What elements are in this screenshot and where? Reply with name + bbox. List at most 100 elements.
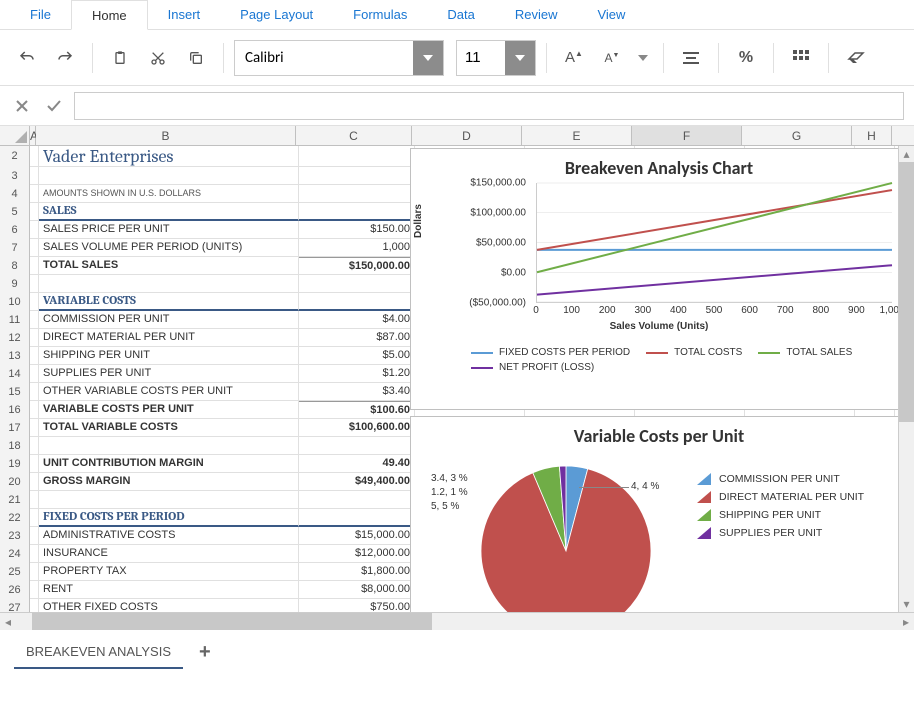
decrease-font-button[interactable]: A▼ [595, 41, 629, 75]
cell[interactable] [30, 581, 39, 599]
cell[interactable]: $150,000.00 [299, 257, 415, 275]
column-header[interactable]: H [852, 126, 892, 145]
vscroll-thumb[interactable] [899, 162, 914, 422]
cell[interactable] [30, 221, 39, 239]
cell[interactable]: SALES [39, 203, 299, 221]
column-header[interactable]: F [632, 126, 742, 145]
cell[interactable] [30, 203, 39, 221]
cell[interactable] [30, 491, 39, 509]
cell[interactable]: $87.00 [299, 329, 415, 347]
cell[interactable]: $4.00 [299, 311, 415, 329]
breakeven-line-chart[interactable]: Breakeven Analysis Chart Dollars $150,00… [410, 148, 908, 410]
ribbon-tab-file[interactable]: File [10, 0, 71, 29]
cell[interactable] [30, 311, 39, 329]
cell[interactable]: TOTAL VARIABLE COSTS [39, 419, 299, 437]
row-header[interactable]: 9 [0, 275, 29, 293]
cell[interactable]: $100.60 [299, 401, 415, 419]
column-header[interactable]: D [412, 126, 522, 145]
cell[interactable] [30, 146, 39, 167]
cell[interactable] [299, 491, 415, 509]
align-button[interactable] [674, 41, 708, 75]
row-header[interactable]: 18 [0, 437, 29, 455]
cell[interactable] [299, 437, 415, 455]
cell[interactable] [30, 293, 39, 311]
cut-button[interactable] [141, 41, 175, 75]
cell[interactable]: $1.20 [299, 365, 415, 383]
ribbon-tab-page-layout[interactable]: Page Layout [220, 0, 333, 29]
cell[interactable] [30, 437, 39, 455]
cell[interactable] [30, 275, 39, 293]
cell[interactable]: $3.40 [299, 383, 415, 401]
column-header[interactable]: G [742, 126, 852, 145]
cell[interactable]: ADMINISTRATIVE COSTS [39, 527, 299, 545]
ribbon-tab-insert[interactable]: Insert [148, 0, 221, 29]
scroll-right-icon[interactable]: ▸ [898, 613, 914, 630]
cell[interactable] [299, 146, 415, 167]
cell[interactable]: COMMISSION PER UNIT [39, 311, 299, 329]
cell[interactable]: SHIPPING PER UNIT [39, 347, 299, 365]
column-header[interactable]: C [296, 126, 412, 145]
cell[interactable] [30, 419, 39, 437]
undo-button[interactable] [10, 41, 44, 75]
cell[interactable]: FIXED COSTS PER PERIOD [39, 509, 299, 527]
cell[interactable]: GROSS MARGIN [39, 473, 299, 491]
row-header[interactable]: 13 [0, 347, 29, 365]
cell[interactable]: $12,000.00 [299, 545, 415, 563]
cell[interactable]: SALES VOLUME PER PERIOD (UNITS) [39, 239, 299, 257]
horizontal-scrollbar[interactable]: ◂ ▸ [0, 612, 914, 630]
cell[interactable]: DIRECT MATERIAL PER UNIT [39, 329, 299, 347]
row-header[interactable]: 20 [0, 473, 29, 491]
column-header[interactable]: E [522, 126, 632, 145]
cell[interactable]: INSURANCE [39, 545, 299, 563]
cell[interactable] [30, 347, 39, 365]
add-sheet-button[interactable]: + [199, 641, 211, 664]
clear-button[interactable] [839, 41, 873, 75]
font-size-select[interactable] [456, 40, 536, 76]
hscroll-thumb[interactable] [32, 613, 432, 630]
row-header[interactable]: 6 [0, 221, 29, 239]
cell[interactable]: RENT [39, 581, 299, 599]
row-header[interactable]: 5 [0, 203, 29, 221]
copy-button[interactable] [179, 41, 213, 75]
redo-button[interactable] [48, 41, 82, 75]
scroll-left-icon[interactable]: ◂ [0, 613, 16, 630]
font-size-input[interactable] [457, 49, 505, 66]
percent-format-button[interactable]: % [729, 41, 763, 75]
row-header[interactable]: 2 [0, 146, 29, 167]
cell[interactable] [30, 329, 39, 347]
font-more-dropdown[interactable] [633, 41, 653, 75]
cell[interactable] [30, 257, 39, 275]
row-header[interactable]: 7 [0, 239, 29, 257]
column-header[interactable]: B [36, 126, 296, 145]
font-dropdown-icon[interactable] [413, 41, 443, 75]
row-header[interactable]: 19 [0, 455, 29, 473]
cell[interactable]: UNIT CONTRIBUTION MARGIN [39, 455, 299, 473]
cell[interactable]: OTHER VARIABLE COSTS PER UNIT [39, 383, 299, 401]
cell[interactable]: SUPPLIES PER UNIT [39, 365, 299, 383]
cell[interactable] [30, 167, 39, 185]
cell[interactable] [299, 167, 415, 185]
ribbon-tab-review[interactable]: Review [495, 0, 578, 29]
formula-cancel-button[interactable] [10, 89, 34, 123]
row-header[interactable]: 14 [0, 365, 29, 383]
cell[interactable] [39, 491, 299, 509]
cell[interactable] [30, 383, 39, 401]
cell[interactable] [299, 509, 415, 527]
ribbon-tab-view[interactable]: View [577, 0, 645, 29]
cell[interactable] [39, 437, 299, 455]
cell[interactable] [39, 275, 299, 293]
cell[interactable]: 49.40 [299, 455, 415, 473]
row-header[interactable]: 21 [0, 491, 29, 509]
row-header[interactable]: 24 [0, 545, 29, 563]
ribbon-tab-home[interactable]: Home [71, 0, 148, 30]
ribbon-tab-formulas[interactable]: Formulas [333, 0, 427, 29]
scroll-down-icon[interactable]: ▾ [899, 596, 914, 612]
cell[interactable]: PROPERTY TAX [39, 563, 299, 581]
cell[interactable] [30, 473, 39, 491]
row-header[interactable]: 15 [0, 383, 29, 401]
select-all-corner[interactable] [0, 126, 30, 145]
row-header[interactable]: 4 [0, 185, 29, 203]
cell[interactable]: $100,600.00 [299, 419, 415, 437]
cell[interactable] [30, 455, 39, 473]
vertical-scrollbar[interactable]: ▴ ▾ [898, 146, 914, 612]
